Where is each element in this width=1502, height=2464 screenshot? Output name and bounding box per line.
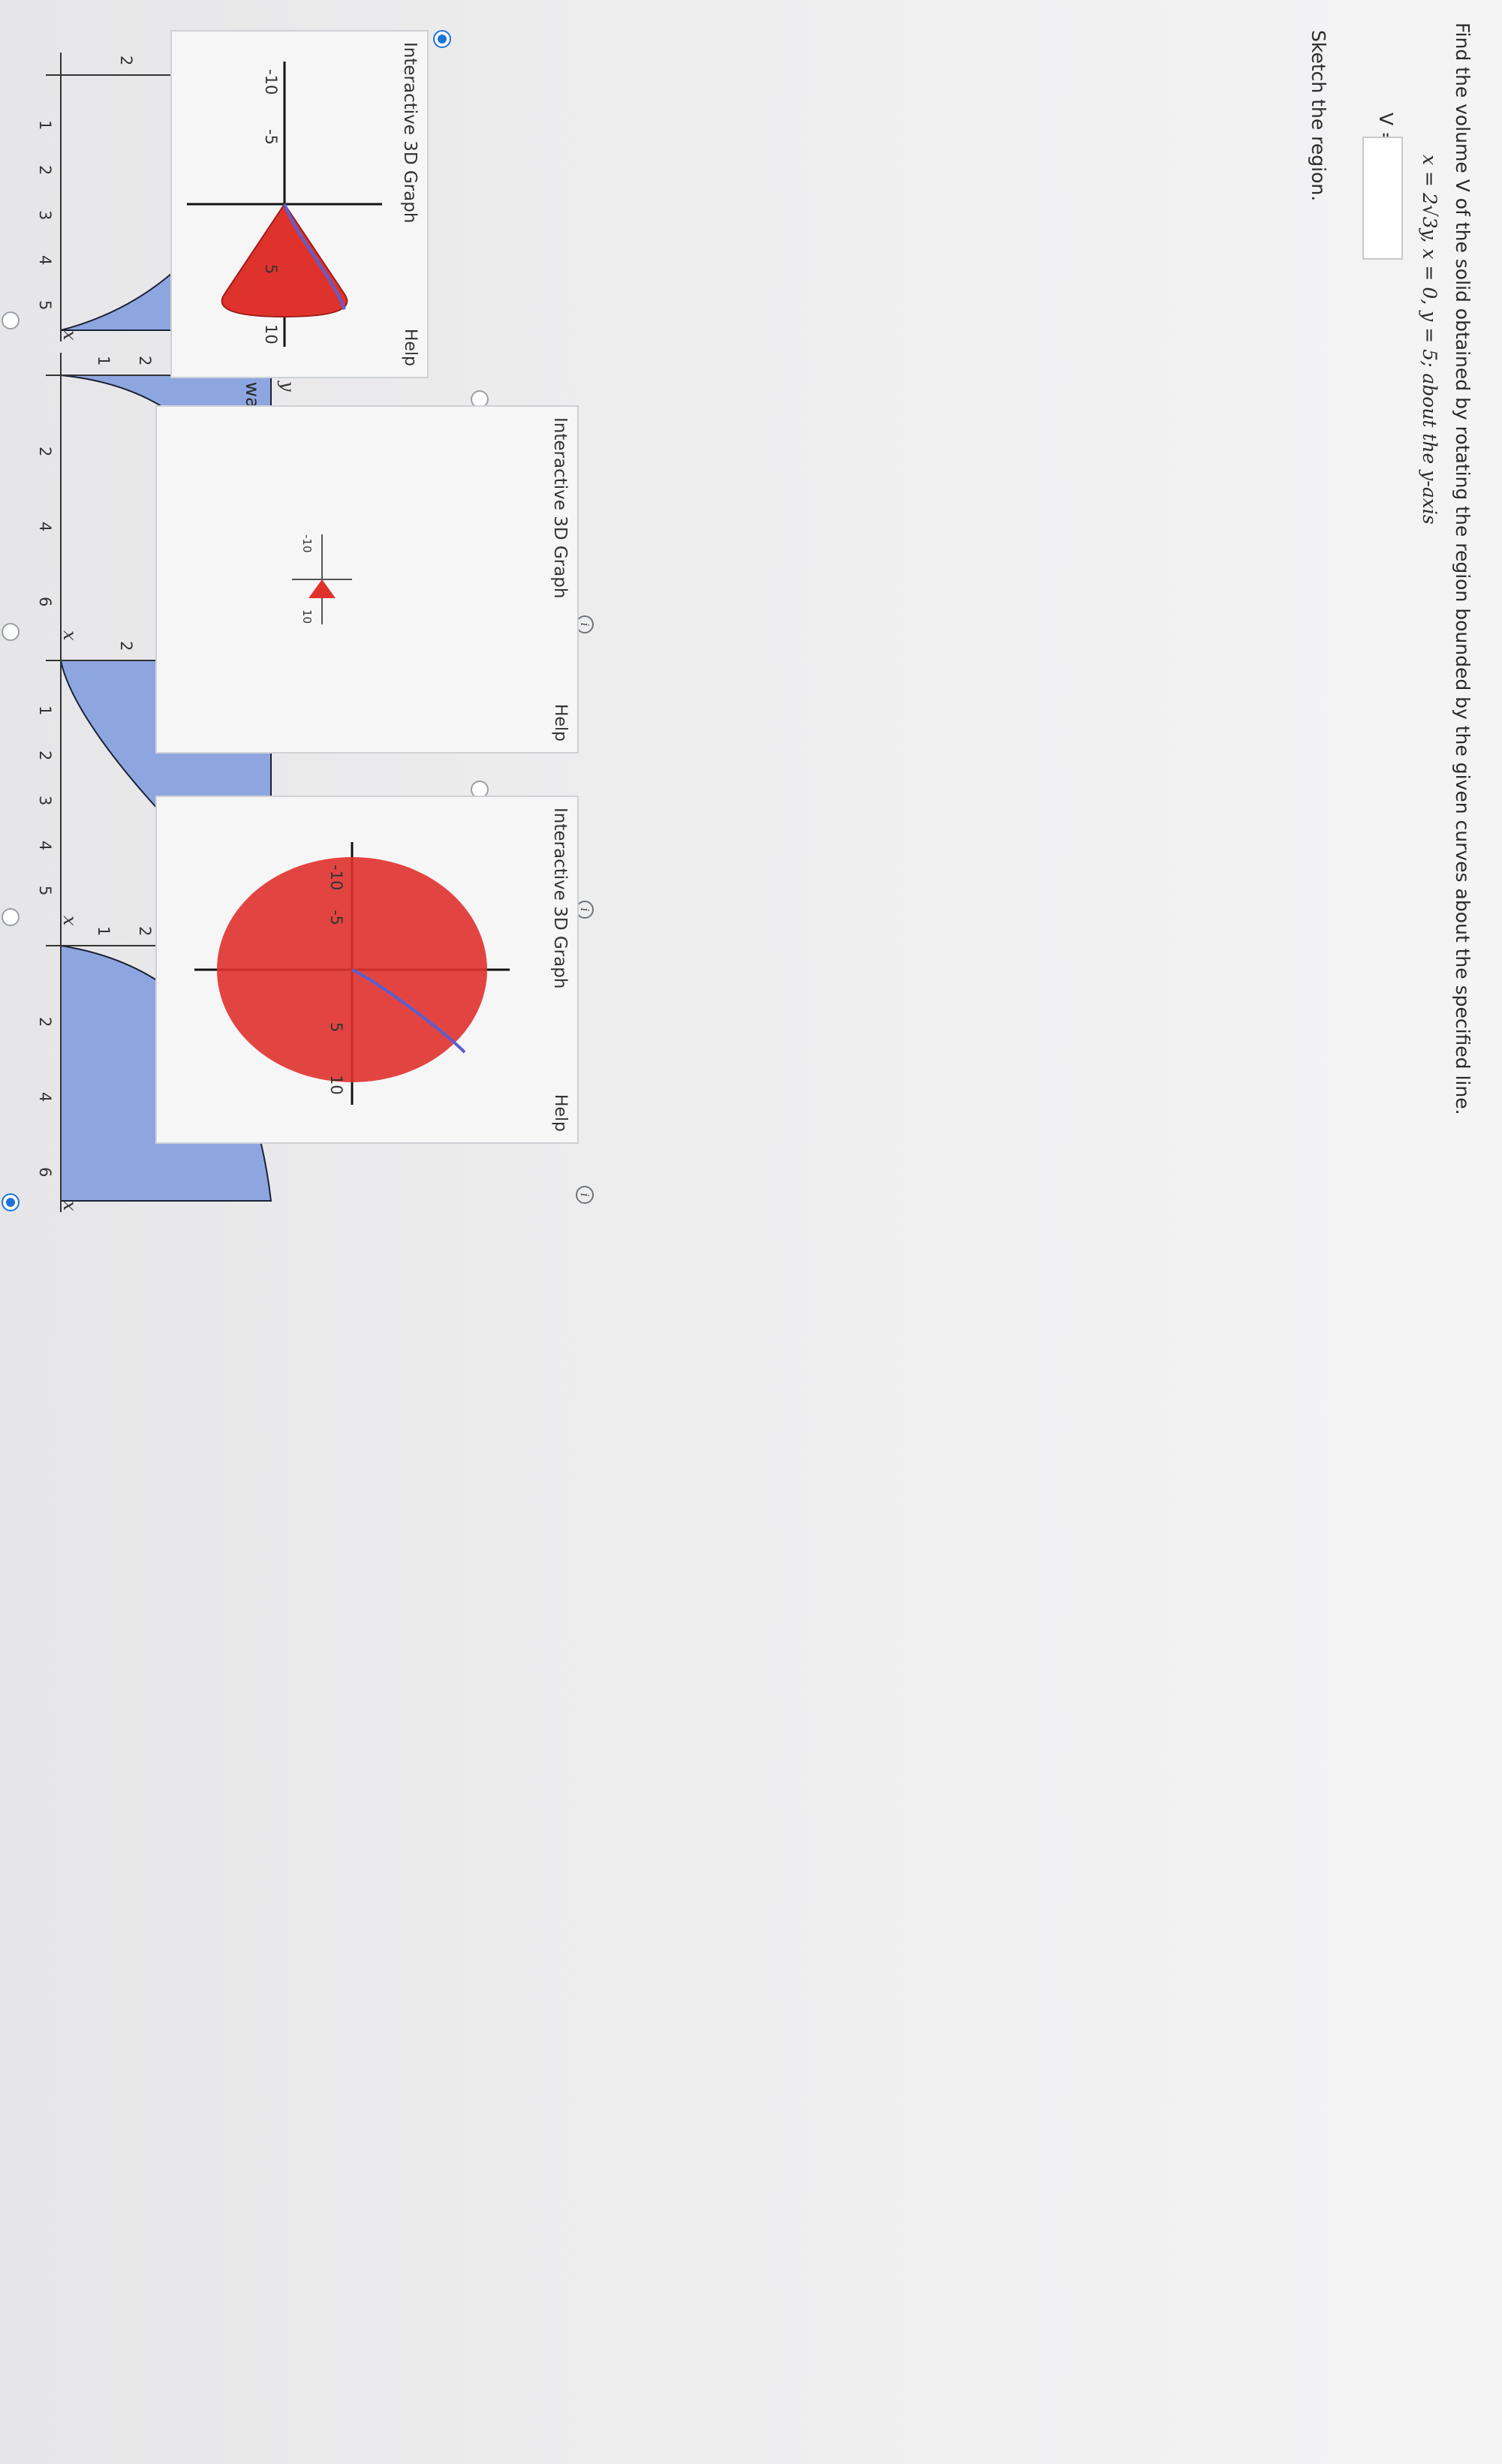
help-link-1[interactable]: Help (401, 328, 420, 366)
y-tick-1-1: 2 (117, 56, 135, 65)
x-tick-3-4: 4 (36, 841, 54, 850)
y-tick-3-1: 2 (117, 641, 135, 651)
x-tick-3-3: 3 (36, 796, 54, 805)
x-tick-3-2: 2 (36, 751, 54, 760)
x-axis-label-2: x (59, 630, 80, 641)
solid-option-1-radio[interactable] (433, 30, 451, 48)
volume-answer-input[interactable] (1362, 137, 1403, 260)
question-equation: x = 2√3y, x = 0, y = 5; about the y-axis (1419, 155, 1440, 525)
tick-3d-1-b: -5 (262, 129, 280, 145)
tick-3d-3-b: -5 (327, 910, 345, 925)
solid-curve-1 (283, 203, 346, 310)
sketch-region-label: Sketch the region. (1308, 30, 1329, 202)
x-tick-2-1: 2 (36, 447, 54, 456)
x-tick-3-1: 1 (36, 706, 54, 715)
3d-graph-1: -10 -5 5 10 (187, 62, 382, 347)
tick-3d-2-a: -10 (300, 534, 314, 553)
help-link-2[interactable]: Help (551, 703, 570, 742)
x-tick-2-3: 6 (36, 597, 54, 606)
interactive-3d-graph-3[interactable]: Interactive 3D Graph Help -10 -5 5 10 (155, 796, 579, 1144)
solid-shape-2 (309, 579, 336, 598)
x-tick-1-5: 5 (36, 300, 54, 310)
x-tick-1-2: 2 (36, 165, 54, 175)
tick-3d-3-a: -10 (327, 865, 345, 890)
3d-graph-2: -10 10 (292, 534, 352, 624)
y-tick-2-1: 1 (95, 356, 113, 366)
tick-3d-1-a: -10 (262, 69, 280, 95)
tick-3d-2-b: 10 (300, 609, 314, 624)
x-tick-4-2: 4 (36, 1092, 54, 1102)
y-tick-4-2: 2 (136, 926, 154, 936)
x-tick-2-2: 4 (36, 522, 54, 531)
solid-curve-3 (351, 968, 466, 1054)
x-tick-1-1: 1 (36, 120, 54, 130)
panel-title-1: Interactive 3D Graph (400, 42, 420, 224)
y-tick-4-1: 1 (95, 926, 113, 936)
tick-3d-1-c: 5 (262, 264, 280, 274)
x-axis-label-3: x (59, 916, 80, 926)
info-icon-3[interactable]: i (576, 1186, 594, 1204)
solid-shape-1 (221, 203, 348, 318)
tick-3d-1-d: 10 (262, 324, 280, 344)
y-tick-2-2: 2 (136, 356, 154, 366)
tick-3d-3-c: 5 (327, 1022, 345, 1032)
question-prompt: Find the volume V of the solid obtained … (1452, 23, 1473, 1115)
interactive-3d-graph-1[interactable]: Interactive 3D Graph Help -10 -5 5 10 (170, 30, 429, 378)
x-axis-label-1: x (59, 330, 80, 341)
x-axis-label-4: x (59, 1201, 80, 1211)
x-tick-4-1: 2 (36, 1017, 54, 1027)
3d-graph-3: -10 -5 5 10 (194, 842, 510, 1105)
help-link-3[interactable]: Help (551, 1094, 570, 1132)
x-tick-1-4: 4 (36, 255, 54, 265)
x-tick-1-3: 3 (36, 210, 54, 220)
tick-3d-3-d: 10 (327, 1075, 345, 1095)
y-axis-label-2: y (277, 381, 298, 392)
panel-title-3: Interactive 3D Graph (550, 808, 570, 989)
interactive-3d-graph-2[interactable]: Interactive 3D Graph Help -10 10 (155, 405, 579, 754)
x-tick-3-5: 5 (36, 886, 54, 895)
panel-title-2: Interactive 3D Graph (550, 417, 570, 599)
x-tick-4-3: 6 (36, 1167, 54, 1177)
